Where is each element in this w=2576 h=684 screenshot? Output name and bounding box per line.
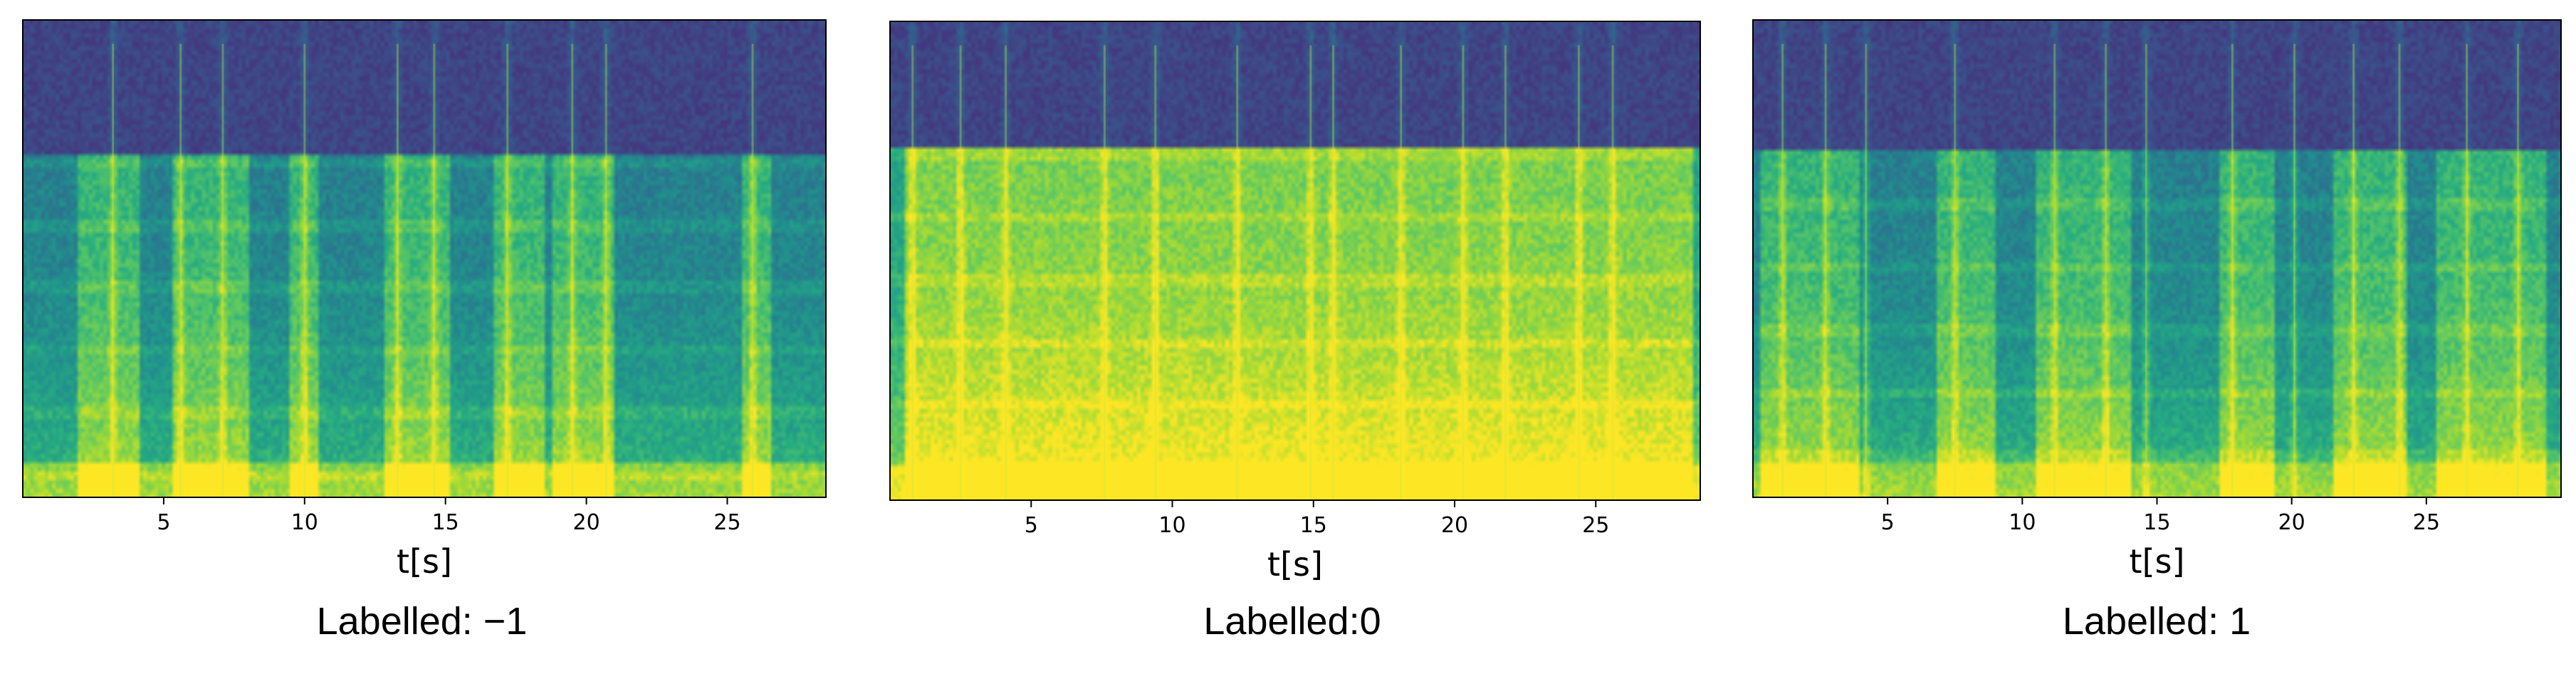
x-tick-label: 25 [713,510,740,535]
x-tick-label: 25 [1582,513,1609,538]
x-tick-label: 5 [1025,513,1038,538]
spectrogram-panel-1: 5 10 15 20 25 t[s] Labelled: −1 [0,0,844,684]
x-tick-label: 10 [2009,510,2036,535]
spectrogram-image [23,20,826,497]
plot-frame [22,19,827,498]
panel-caption: Labelled:0 [1203,600,1381,643]
plot-frame [889,21,1701,501]
x-tick-label: 15 [432,510,459,535]
x-tick-label: 5 [1881,510,1895,535]
x-tick-label: 10 [1158,513,1185,538]
panel-caption: Labelled: −1 [316,600,528,643]
x-axis-title: t[s] [2130,542,2185,581]
x-axis-title: t[s] [1267,545,1323,584]
x-tick-label: 25 [2413,510,2440,535]
panel-caption: Labelled: 1 [2062,600,2251,643]
spectrogram-panel-3: 5 10 15 20 25 t[s] Labelled: 1 [1737,0,2576,684]
spectrogram-image [890,21,1700,500]
spectrogram-chart-3: 5 10 15 20 25 t[s] [1752,19,2562,581]
x-tick-label: 20 [572,510,600,535]
spectrogram-chart-2: 5 10 15 20 25 t[s] [889,21,1701,584]
x-tick-label: 5 [157,510,170,535]
spectrogram-image [1753,20,2561,497]
spectrogram-chart-1: 5 10 15 20 25 t[s] [22,19,827,581]
x-axis-title: t[s] [397,542,452,581]
x-tick-label: 20 [2278,510,2305,535]
x-tick-label: 10 [291,510,318,535]
spectrogram-panel-2: 5 10 15 20 25 t[s] Labelled:0 [862,0,1723,684]
x-tick-label: 20 [1441,513,1468,538]
x-tick-label: 15 [1300,513,1327,538]
x-tick-label: 15 [2143,510,2170,535]
